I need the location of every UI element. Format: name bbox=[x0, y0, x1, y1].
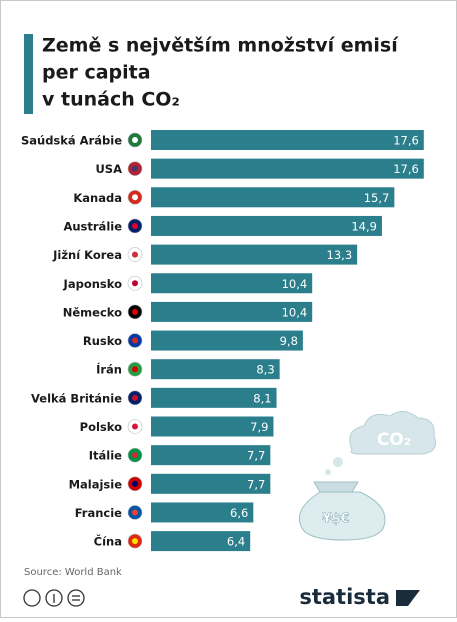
bar bbox=[151, 473, 271, 494]
flag-icon-detail bbox=[132, 194, 138, 201]
flag-icon-detail bbox=[132, 165, 138, 172]
value-label: 9,8 bbox=[280, 334, 298, 348]
category-label: Kanada bbox=[73, 191, 122, 205]
category-label: Rusko bbox=[83, 334, 122, 348]
bar bbox=[151, 187, 395, 208]
category-label: Jižní Korea bbox=[52, 248, 122, 262]
bar bbox=[151, 416, 274, 437]
flag-icon-detail bbox=[132, 366, 138, 373]
category-label: Polsko bbox=[80, 420, 122, 434]
title-accent bbox=[24, 34, 33, 114]
bar bbox=[151, 130, 424, 150]
category-label: Francie bbox=[75, 506, 122, 520]
value-label: 10,4 bbox=[282, 305, 308, 319]
title-line: per capita bbox=[42, 62, 151, 84]
brand: statista bbox=[299, 585, 390, 609]
category-label: Japonsko bbox=[63, 277, 123, 291]
value-label: 7,7 bbox=[247, 449, 265, 463]
flag-icon-detail bbox=[132, 423, 138, 430]
plot: Saúdská Arábie 17,6 USA 17,6 Kanada 15,7 Austr… bbox=[21, 130, 424, 552]
title-line: v tunách CO₂ bbox=[42, 89, 180, 111]
flag-icon-detail bbox=[132, 137, 138, 143]
flag-icon-detail bbox=[132, 222, 138, 229]
bag-label: ¥$€ bbox=[322, 512, 349, 527]
title: Země s největším množství emisí per capit… bbox=[42, 35, 399, 111]
value-label: 10,4 bbox=[282, 277, 308, 291]
flag-icon-detail bbox=[132, 308, 138, 315]
bar bbox=[151, 502, 254, 523]
value-label: 7,9 bbox=[250, 420, 268, 434]
value-label: 6,6 bbox=[230, 506, 248, 520]
bar bbox=[151, 273, 313, 294]
flag-icon-detail bbox=[132, 509, 138, 516]
value-label: 8,1 bbox=[253, 391, 271, 405]
cloud-label: CO₂ bbox=[377, 430, 411, 450]
bar bbox=[151, 244, 358, 265]
flag-icon-detail bbox=[132, 337, 138, 344]
flag-icon-detail bbox=[132, 394, 138, 401]
flag-icon-detail bbox=[132, 480, 138, 487]
category-label: Čína bbox=[94, 534, 122, 549]
bar bbox=[151, 387, 277, 408]
bar bbox=[151, 215, 382, 236]
category-label: Írán bbox=[96, 362, 122, 377]
title-line: Země s největším množství emisí bbox=[42, 35, 399, 57]
source: Source: World Bank bbox=[24, 567, 122, 578]
flag-icon-detail bbox=[132, 251, 138, 258]
bar bbox=[151, 158, 424, 179]
illustration: CO₂ ¥$€ bbox=[298, 411, 436, 541]
bar bbox=[151, 301, 313, 322]
category-label: Saúdská Arábie bbox=[21, 134, 122, 148]
value-label: 14,9 bbox=[351, 219, 377, 233]
brand-logo bbox=[396, 590, 420, 606]
category-label: Velká Británie bbox=[31, 391, 122, 405]
value-label: 17,6 bbox=[393, 162, 419, 176]
value-label: 15,7 bbox=[364, 191, 390, 205]
value-label: 6,4 bbox=[227, 535, 245, 549]
value-label: 17,6 bbox=[393, 134, 419, 148]
value-label: 8,3 bbox=[256, 363, 274, 377]
value-label: 7,7 bbox=[247, 477, 265, 491]
category-label: Malajsie bbox=[69, 477, 123, 491]
category-label: USA bbox=[95, 162, 122, 176]
category-label: Itálie bbox=[89, 449, 122, 463]
flag-icon-detail bbox=[132, 538, 138, 545]
bar bbox=[151, 359, 280, 380]
flag-icon-detail bbox=[132, 280, 138, 287]
license-icons bbox=[23, 589, 85, 607]
category-label: Austrálie bbox=[63, 219, 122, 233]
bar bbox=[151, 445, 271, 466]
bar bbox=[151, 531, 251, 552]
bar bbox=[151, 330, 303, 351]
category-label: Německo bbox=[63, 305, 122, 319]
flag-icon-detail bbox=[132, 452, 138, 459]
value-label: 13,3 bbox=[327, 248, 353, 262]
